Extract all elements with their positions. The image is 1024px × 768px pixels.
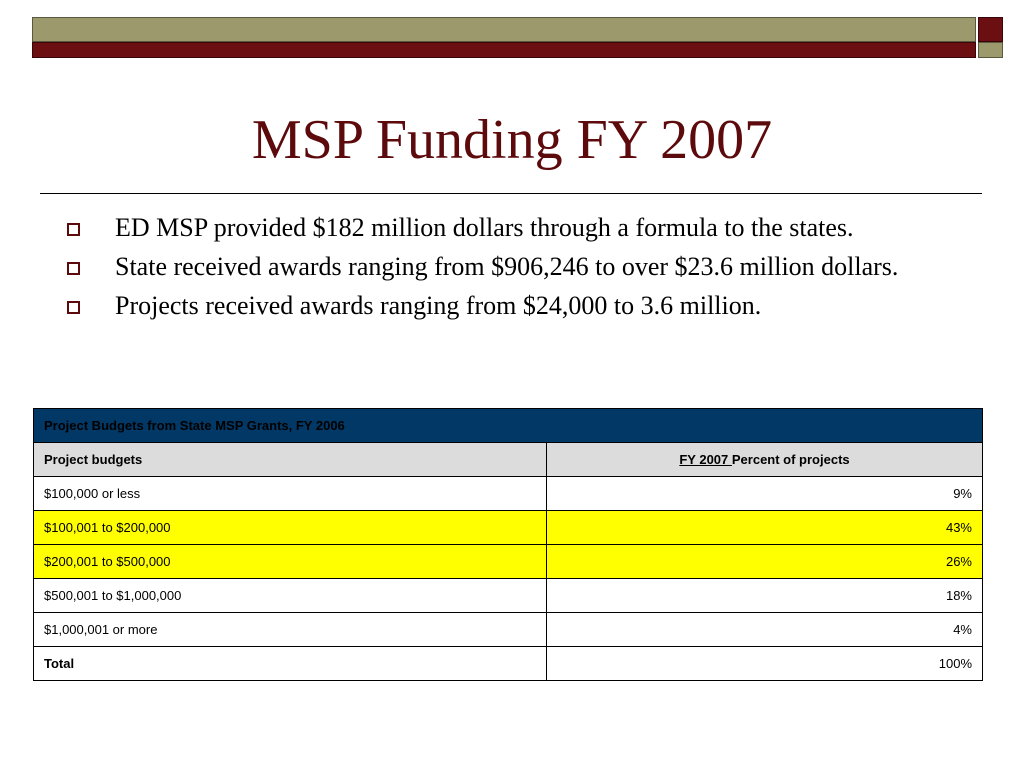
header-band-maroon	[32, 42, 976, 58]
row-value: 43%	[546, 510, 983, 545]
row-label: $100,000 or less	[33, 476, 547, 511]
row-value: 9%	[546, 476, 983, 511]
row-value: 18%	[546, 578, 983, 613]
bullet-text: ED MSP provided $182 million dollars thr…	[115, 213, 854, 242]
bullet-text: State received awards ranging from $906,…	[115, 252, 899, 281]
square-bullet-icon	[67, 223, 80, 236]
header-band-olive	[32, 17, 976, 42]
header-percent-of-projects: FY 2007 Percent of projects	[546, 442, 983, 477]
bullet-text: Projects received awards ranging from $2…	[115, 291, 762, 320]
row-label: $200,001 to $500,000	[33, 544, 547, 579]
row-label: $1,000,001 or more	[33, 612, 547, 647]
title-divider	[40, 193, 982, 194]
table-caption: Project Budgets from State MSP Grants, F…	[33, 408, 983, 443]
header-square-maroon	[978, 17, 1003, 42]
table-header-row: Project budgets FY 2007 Percent of proje…	[33, 442, 983, 477]
slide-title: MSP Funding FY 2007	[251, 109, 773, 171]
total-label: Total	[33, 646, 547, 681]
bullet-item: Projects received awards ranging from $2…	[60, 288, 980, 323]
header-percent-label: Percent of projects	[731, 452, 850, 467]
row-value: 26%	[546, 544, 983, 579]
bullet-list: ED MSP provided $182 million dollars thr…	[60, 210, 980, 327]
square-bullet-icon	[67, 301, 80, 314]
table-row: $1,000,001 or more 4%	[33, 612, 983, 647]
bullet-item: ED MSP provided $182 million dollars thr…	[60, 210, 980, 245]
table-row: $100,000 or less 9%	[33, 476, 983, 511]
square-bullet-icon	[67, 262, 80, 275]
project-budgets-table: Project Budgets from State MSP Grants, F…	[33, 408, 983, 681]
header-fy-label: FY 2007	[679, 452, 732, 467]
total-value: 100%	[546, 646, 983, 681]
table-row: $500,001 to $1,000,000 18%	[33, 578, 983, 613]
row-label: $100,001 to $200,000	[33, 510, 547, 545]
table-total-row: Total 100%	[33, 646, 983, 681]
table-row-highlighted: $100,001 to $200,000 43%	[33, 510, 983, 545]
bullet-item: State received awards ranging from $906,…	[60, 249, 980, 284]
row-value: 4%	[546, 612, 983, 647]
header-square-olive	[978, 42, 1003, 58]
row-label: $500,001 to $1,000,000	[33, 578, 547, 613]
table-row-highlighted: $200,001 to $500,000 26%	[33, 544, 983, 579]
header-project-budgets: Project budgets	[33, 442, 547, 477]
table-caption-row: Project Budgets from State MSP Grants, F…	[33, 408, 983, 443]
